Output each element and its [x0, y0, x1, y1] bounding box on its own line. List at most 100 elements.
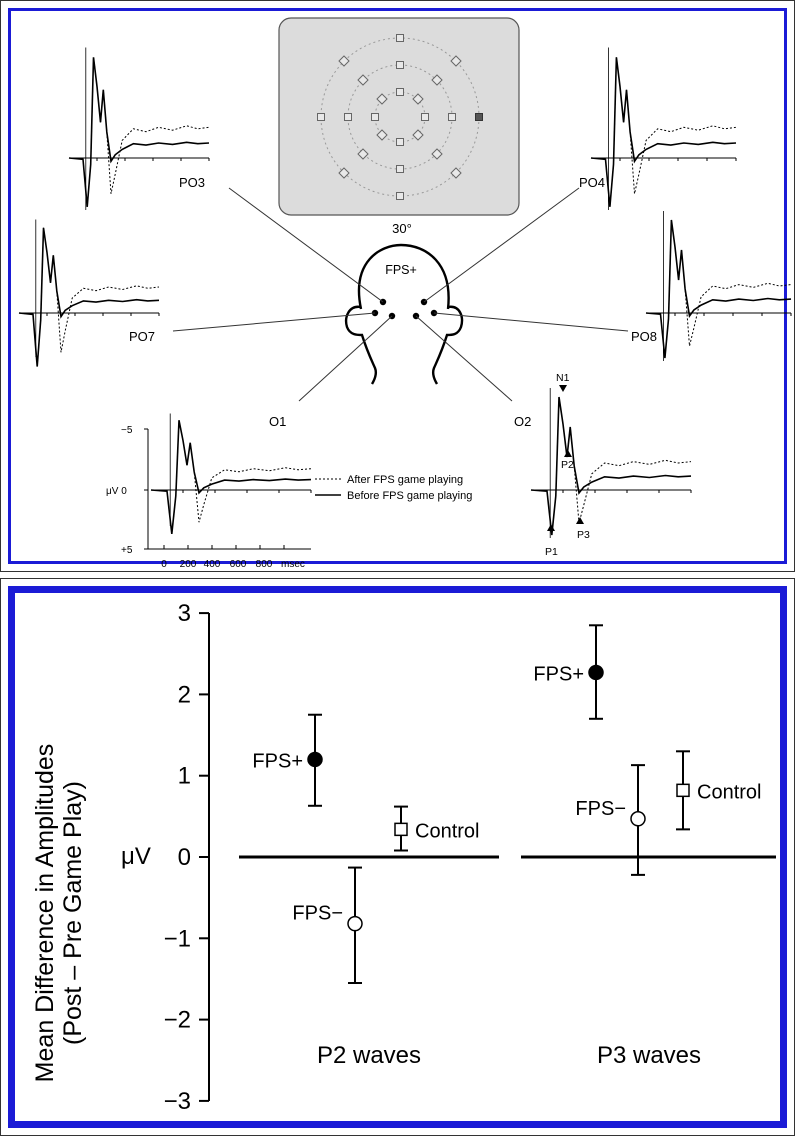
waveform-before: [530, 396, 692, 536]
y-tick-label: 0: [178, 844, 191, 871]
y-tick-label: −1: [164, 925, 191, 952]
peak-label-p2: P2: [561, 459, 574, 471]
group-label-p3: P3 waves: [597, 1042, 701, 1069]
stim-diamond: [431, 74, 443, 86]
peak-marker-p2: [564, 450, 572, 457]
point-label-fpsplus-p2: FPS+: [252, 750, 303, 772]
stim-diamond: [338, 167, 350, 179]
point-fpsminus-p3: [630, 811, 646, 827]
electrode-dots: [371, 298, 438, 320]
stim-square: [344, 113, 352, 121]
y-axis-label-line2: (Post – Pre Game Play): [59, 781, 87, 1045]
head-outline: [345, 243, 464, 385]
group-label-p2: P2 waves: [317, 1042, 421, 1069]
stim-square: [421, 113, 429, 121]
peak-marker-p1: [547, 524, 555, 531]
electrode-label-po7: PO7: [129, 329, 155, 344]
waveform-before: [18, 227, 160, 367]
peak-label-p1: P1: [545, 546, 558, 558]
head-group-label: FPS+: [385, 263, 417, 277]
amplitude-chart-svg: Mean Difference in Amplitudes (Post – Pr…: [31, 600, 776, 1115]
y-tick-label: −2: [164, 1007, 191, 1034]
waveform-po3: [68, 47, 210, 210]
electrode-label-po3: PO3: [179, 175, 205, 190]
peak-marker-p3: [576, 517, 584, 524]
waveform-before: [68, 57, 210, 207]
electrode-connectors: [172, 187, 629, 402]
stim-square: [396, 88, 404, 96]
stim-diamond: [376, 129, 388, 141]
peak-label-p3: P3: [577, 529, 590, 541]
stim-diamond: [338, 55, 350, 67]
point-label-fpsminus-p3: FPS−: [575, 798, 626, 820]
point-label-control-p3: Control: [697, 781, 761, 803]
o1-x-unit: msec: [281, 559, 305, 570]
point-control-p3: [676, 783, 690, 798]
waveform-o1: [150, 413, 312, 534]
waveform-before: [590, 57, 737, 207]
waveform-po8: [645, 211, 792, 361]
erp-figure-frame: [8, 8, 787, 564]
legend-solid-label: Before FPS game playing: [347, 490, 472, 502]
waveform-after: [530, 396, 692, 536]
peak-marker-n1: [559, 385, 567, 392]
o1-y-bottom-label: +5: [121, 545, 133, 556]
electrode-label-po4: PO4: [579, 175, 605, 190]
stim-diamond: [412, 93, 424, 105]
electrode-label-po8: PO8: [631, 329, 657, 344]
stim-diamond: [357, 74, 369, 86]
amplitude-chart-panel: Mean Difference in Amplitudes (Post – Pr…: [0, 578, 795, 1136]
o1-y-mid-label: μV 0: [106, 486, 127, 497]
stim-square: [396, 138, 404, 146]
y-axis-label-line1: Mean Difference in Amplitudes: [31, 744, 59, 1083]
stim-diamond: [412, 129, 424, 141]
stim-diamond: [450, 55, 462, 67]
electrode-label-o2: O2: [514, 414, 531, 429]
legend-dashed-label: After FPS game playing: [347, 474, 463, 486]
o1-y-top-label: −5: [121, 425, 133, 436]
peak-label-n1: N1: [556, 372, 570, 384]
point-label-fpsplus-p3: FPS+: [533, 663, 584, 685]
electrode-label-o1: O1: [269, 414, 286, 429]
o1-x-tick-400: 400: [204, 559, 221, 570]
o1-x-tick-600: 600: [230, 559, 247, 570]
waveform-o2: [530, 388, 692, 538]
display-angle-label: 30°: [392, 221, 412, 236]
stimulus-items: [317, 34, 483, 200]
waveform-before: [645, 219, 792, 359]
stim-square: [396, 165, 404, 173]
stim-diamond: [431, 148, 443, 160]
waveform-before: [150, 420, 312, 534]
waveform-after: [590, 57, 737, 207]
point-label-control-p2: Control: [415, 820, 479, 842]
stim-square: [396, 192, 404, 200]
y-tick-label: 2: [178, 681, 191, 708]
waveform-after: [645, 219, 792, 359]
stim-diamond: [376, 93, 388, 105]
o1-x-tick-0: 0: [161, 559, 167, 570]
stim-square: [317, 113, 325, 121]
point-label-fpsminus-p2: FPS−: [292, 903, 343, 925]
o1-axes: [144, 428, 311, 550]
o1-x-tick-800: 800: [256, 559, 273, 570]
point-control-p2: [394, 822, 408, 837]
stim-target-square: [475, 113, 483, 121]
stim-square: [448, 113, 456, 121]
point-fpsplus-p2: [307, 751, 323, 768]
y-ticks: 3 2 1 −1 −2 −3 0: [164, 600, 209, 1115]
y-unit-label: μV: [121, 843, 151, 870]
waveform-po4: [590, 47, 737, 210]
point-fpsminus-p2: [347, 915, 363, 932]
erp-figure-panel: 30° FPS+ PO3 PO4 PO7 PO8 O1 O2: [0, 0, 795, 572]
stim-diamond: [357, 148, 369, 160]
amplitude-chart-frame: [8, 586, 787, 1128]
waveform-po7: [18, 219, 160, 367]
stim-square: [371, 113, 379, 121]
y-tick-label: −3: [164, 1088, 191, 1115]
y-tick-label: 3: [178, 600, 191, 627]
waveform-after: [18, 227, 160, 367]
stim-square: [396, 34, 404, 42]
o1-x-tick-200: 200: [180, 559, 197, 570]
stim-diamond: [450, 167, 462, 179]
y-tick-label: 1: [178, 763, 191, 790]
